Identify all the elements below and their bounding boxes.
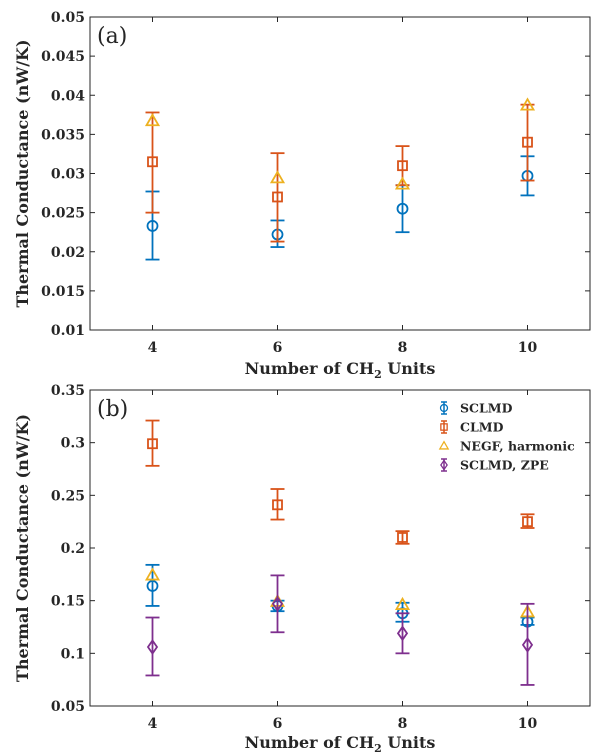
legend-entry: CLMD [460, 420, 504, 435]
series-circle [145, 563, 535, 628]
data-point [146, 580, 159, 592]
data-point [147, 156, 158, 168]
x-tick-label: 10 [518, 716, 538, 732]
legend: SCLMD CLMD NEGF, harmonic SCLMD, ZPE [438, 401, 575, 473]
series-square [145, 419, 535, 545]
data-point [396, 202, 409, 215]
data-point [271, 595, 284, 612]
axes-box [89, 389, 591, 707]
y-tick-label: 0.25 [51, 488, 85, 504]
x-tick-label: 6 [273, 340, 283, 356]
legend-marker-group [440, 423, 448, 431]
legend-entry: SCLMD, ZPE [460, 458, 549, 473]
x-tick-label: 4 [148, 340, 158, 356]
y-tick-label: 0.045 [41, 49, 85, 65]
panel-label: (b) [97, 397, 128, 422]
y-tick-label: 0.035 [41, 127, 85, 143]
series-square [145, 103, 535, 243]
data-point [396, 625, 409, 642]
x-tick-label: 8 [398, 340, 408, 356]
y-tick-label: 0.1 [61, 646, 85, 662]
legend-marker-group [439, 403, 449, 413]
data-point [272, 499, 283, 511]
series-circle [145, 155, 535, 261]
data-point [519, 97, 536, 111]
data-point [522, 516, 533, 528]
y-tick-label: 0.02 [51, 245, 85, 261]
x-axis-label: Number of CH2 Units [245, 733, 436, 753]
series-diamond [145, 574, 535, 686]
legend-marker-group [440, 459, 448, 471]
y-tick-label: 0.35 [51, 383, 85, 399]
y-tick-label: 0.05 [51, 10, 85, 26]
y-tick-label: 0.015 [41, 284, 85, 300]
data-point [146, 220, 159, 232]
y-tick-label: 0.03 [51, 167, 85, 183]
legend-marker [439, 403, 449, 413]
legend-marker-group [438, 440, 450, 450]
panel-label: (a) [97, 24, 127, 49]
x-tick-label: 6 [273, 716, 283, 732]
x-tick-label: 10 [518, 340, 538, 356]
data-point [272, 191, 283, 203]
data-point [394, 176, 411, 190]
legend-marker [440, 423, 448, 431]
data-point [146, 638, 159, 656]
x-tick-label: 8 [398, 716, 408, 732]
y-axis-label: Thermal Conductance (nW/K) [13, 39, 32, 307]
legend-entry: NEGF, harmonic [460, 439, 575, 454]
x-axis-label: Number of CH2 Units [245, 359, 436, 381]
legend-marker [438, 440, 450, 450]
y-tick-label: 0.15 [51, 594, 85, 610]
data-point [269, 170, 286, 184]
y-axis-label: Thermal Conductance (nW/K) [13, 414, 32, 682]
axes-box [89, 16, 591, 331]
data-point [521, 636, 534, 653]
data-point [397, 160, 408, 172]
panel-b: 4 6 8 10 0.05 0.1 0.15 0.2 0.25 0.3 0.35 Number of … [13, 383, 591, 753]
data-point [522, 136, 533, 148]
y-tick-label: 0.025 [41, 206, 85, 222]
y-tick-label: 0.05 [51, 699, 85, 715]
y-tick-label: 0.04 [51, 88, 85, 104]
y-tick-label: 0.01 [51, 323, 85, 339]
data-point [144, 567, 161, 581]
series-triangle [144, 567, 536, 618]
legend-marker [440, 459, 448, 471]
y-tick-label: 0.2 [61, 541, 85, 557]
data-point [144, 113, 161, 127]
legend-entry: SCLMD [460, 401, 513, 416]
data-point [394, 596, 411, 610]
x-tick-label: 4 [148, 716, 158, 732]
data-point [397, 532, 408, 543]
series-triangle [144, 97, 536, 190]
data-point [147, 438, 158, 450]
y-tick-label: 0.3 [61, 436, 85, 452]
panel-a: 4 6 8 10 0.01 0.015 0.02 0.025 0.03 0.035 0.04 0.04… [13, 10, 591, 381]
